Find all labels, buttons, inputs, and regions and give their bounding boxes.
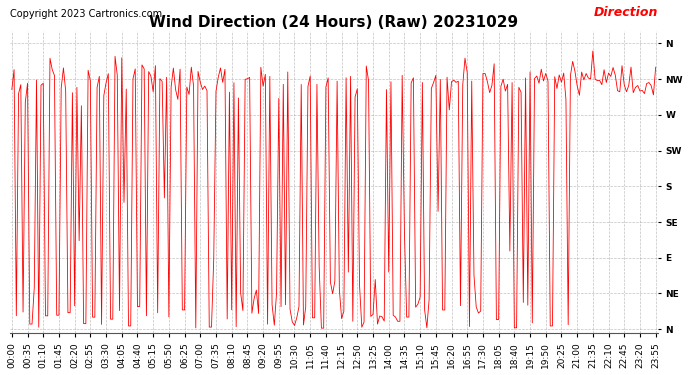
Text: Direction: Direction bbox=[593, 6, 658, 20]
Title: Wind Direction (24 Hours) (Raw) 20231029: Wind Direction (24 Hours) (Raw) 20231029 bbox=[149, 15, 518, 30]
Text: Copyright 2023 Cartronics.com: Copyright 2023 Cartronics.com bbox=[10, 9, 161, 20]
